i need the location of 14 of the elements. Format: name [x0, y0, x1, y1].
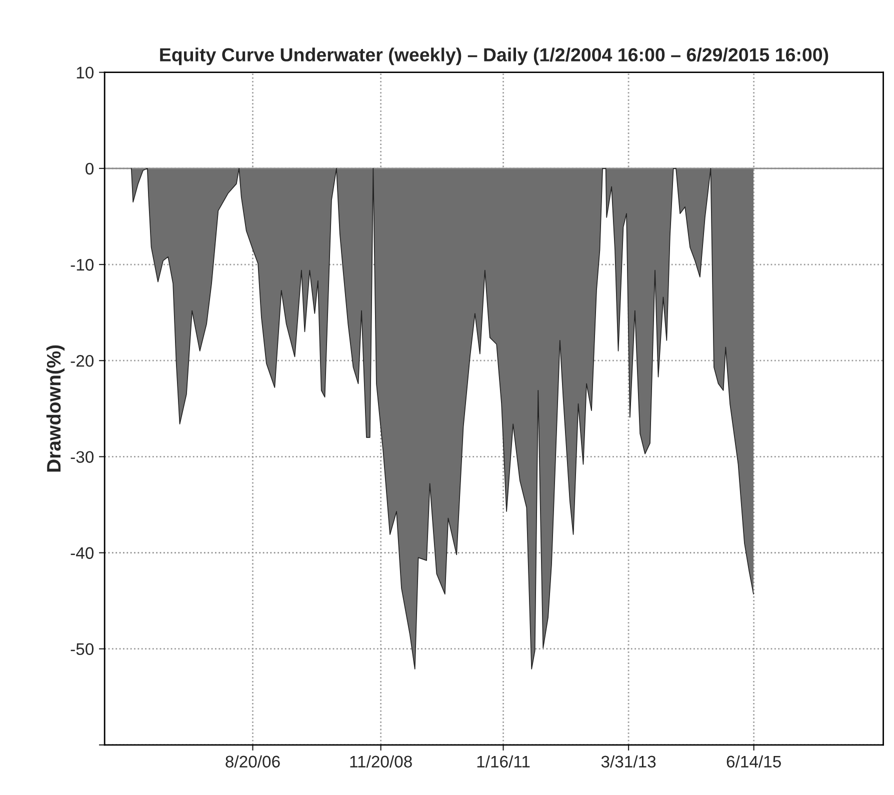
x-tick-label: 1/16/11 [477, 755, 530, 768]
y-axis-title: Drawdown(%) [46, 345, 65, 472]
y-tick-label: 0 [86, 162, 94, 175]
y-tick-label: -50 [70, 643, 94, 656]
x-tick-label: 6/14/15 [726, 755, 781, 768]
x-tick-label: 11/20/08 [350, 755, 412, 768]
y-tick-label: -10 [70, 258, 94, 271]
y-tick-label: 10 [76, 66, 94, 79]
y-tick-label: -30 [70, 451, 94, 463]
x-tick-label: 3/31/13 [601, 755, 656, 768]
y-tick-label: -40 [70, 547, 94, 559]
chart-title: Equity Curve Underwater (weekly) – Daily (1/2/2004 16:00 – 6/29/2015 16:00) [160, 48, 828, 66]
y-tick-label: -20 [70, 354, 94, 367]
x-tick-label: 8/20/06 [226, 755, 280, 768]
